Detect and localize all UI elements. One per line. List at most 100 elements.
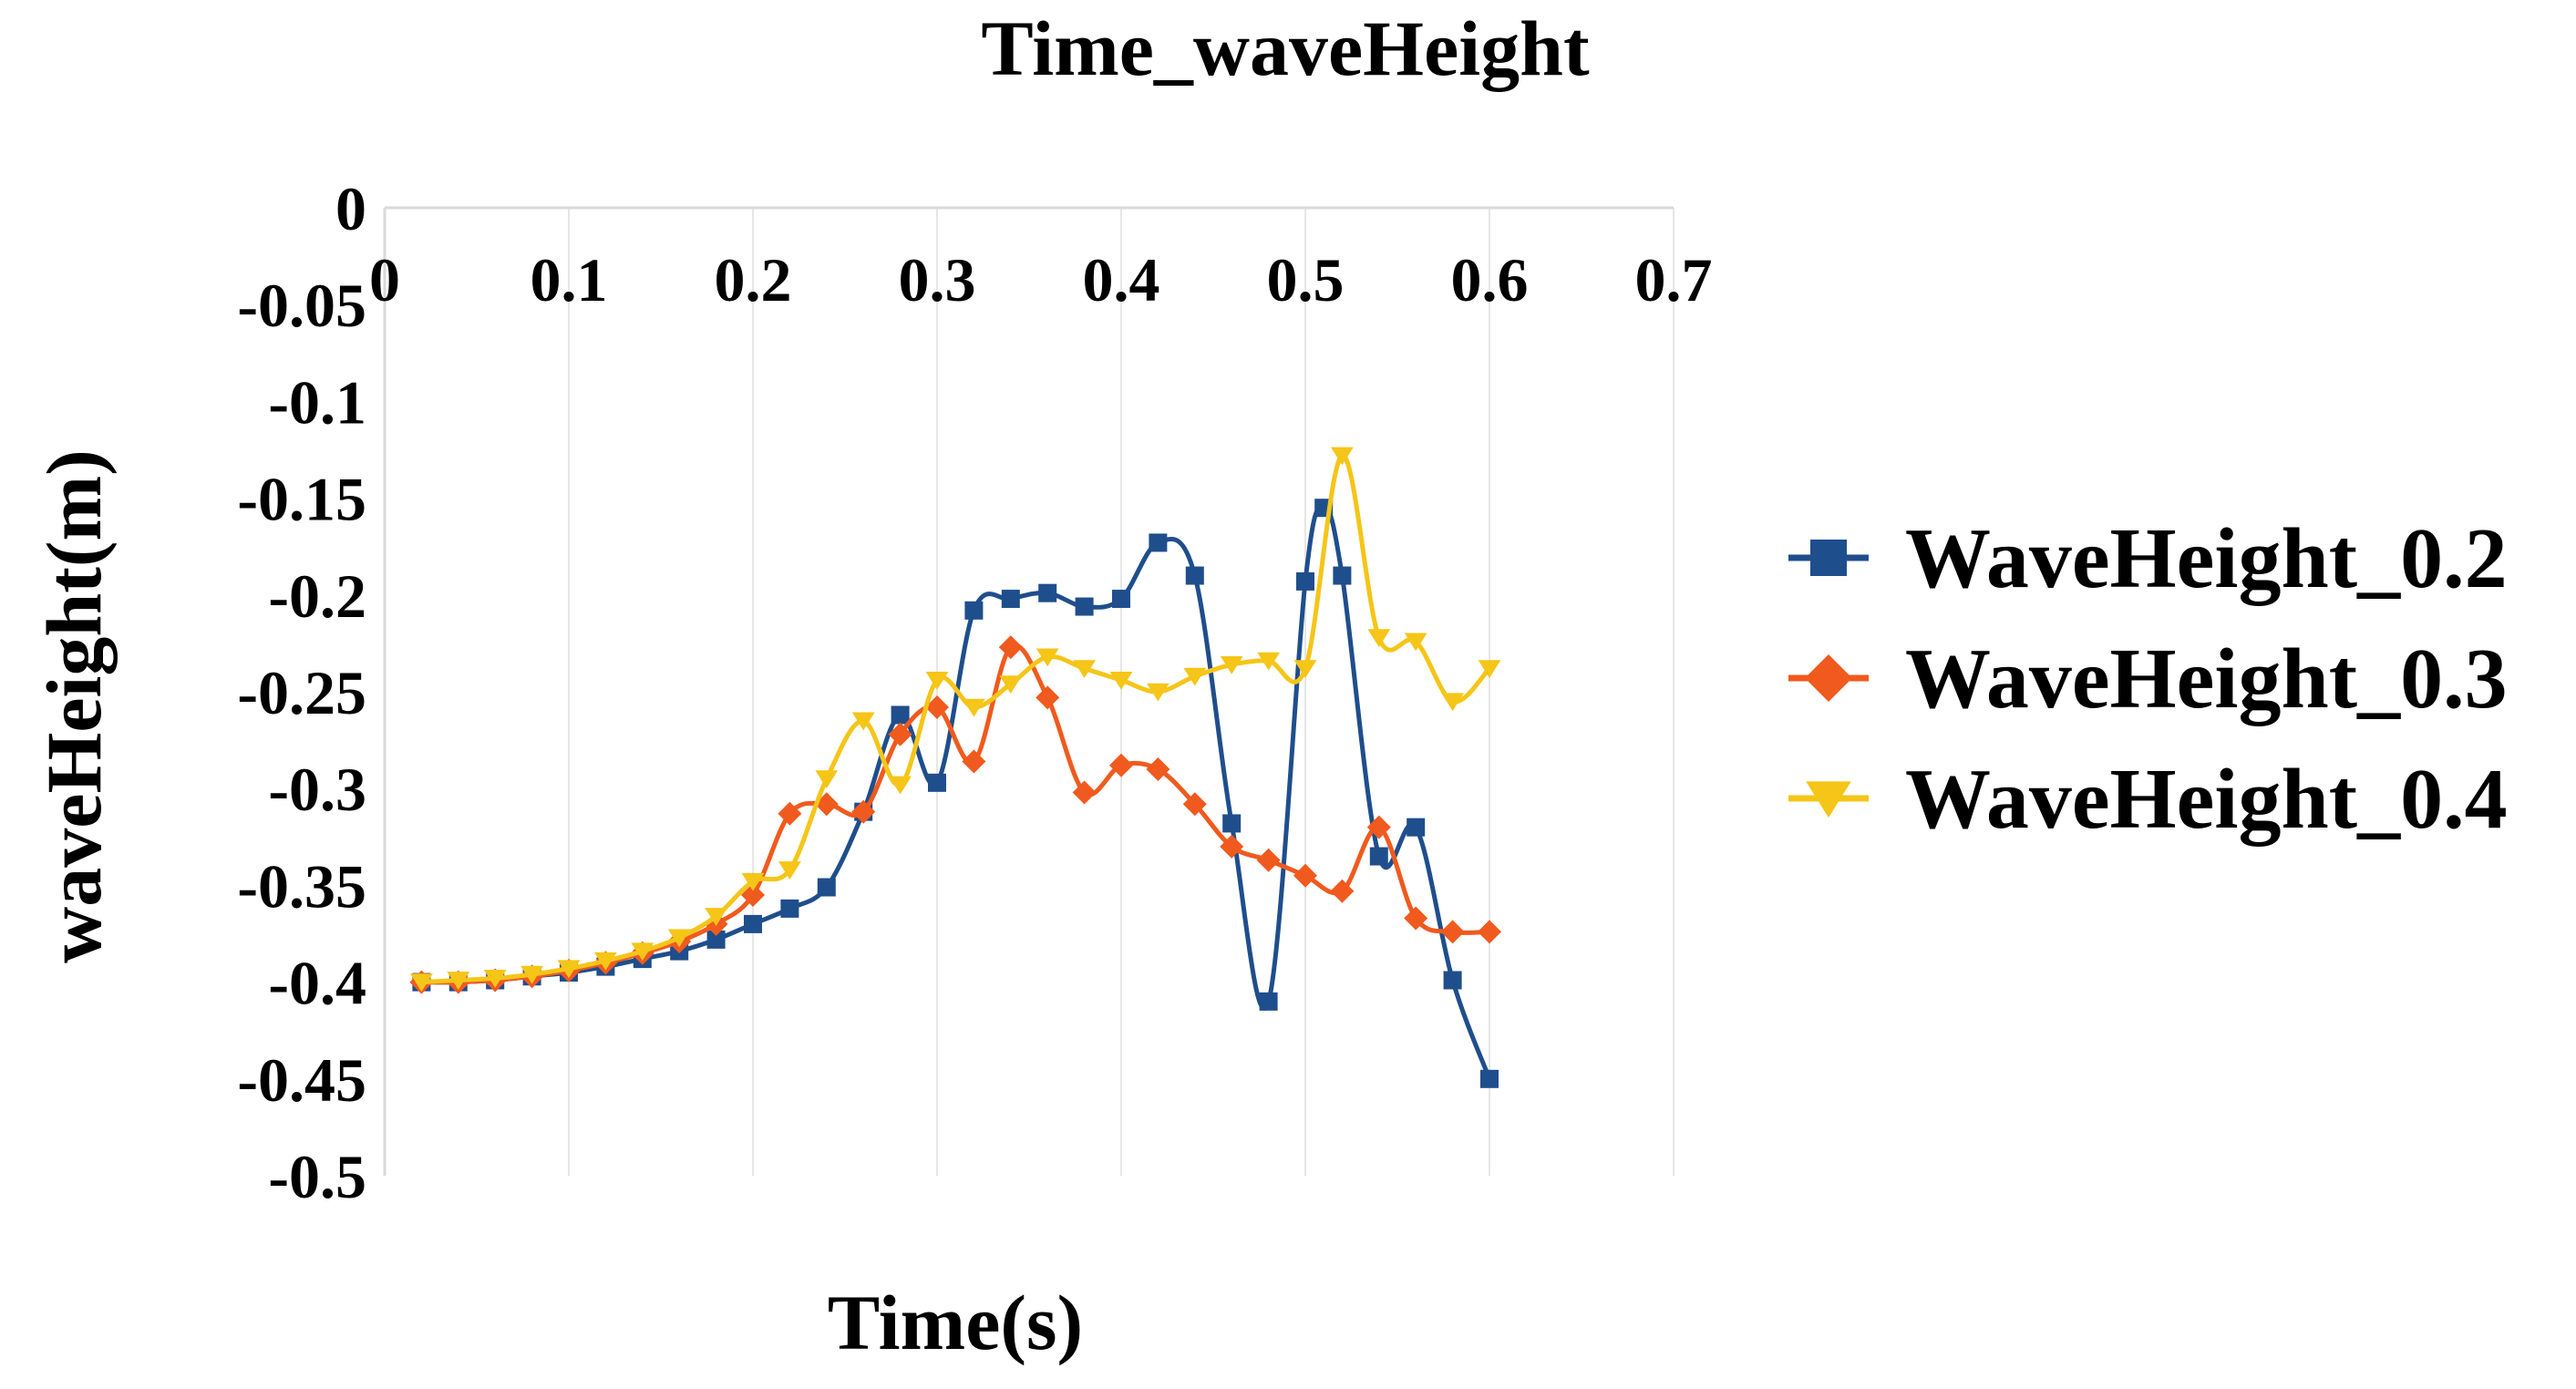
series-3: [410, 447, 1501, 993]
legend: WaveHeight_0.2 WaveHeight_0.3 WaveHeight_0…: [1788, 511, 2508, 847]
data-point: [1369, 847, 1388, 866]
data-point: [744, 914, 762, 933]
y-tick-label: 0: [335, 174, 366, 243]
y-tick-label: -0.3: [268, 755, 366, 824]
data-point: [1333, 566, 1352, 585]
data-point: [706, 930, 726, 949]
legend-item: WaveHeight_0.2: [1788, 511, 2508, 606]
legend-item: WaveHeight_0.4: [1788, 752, 2508, 847]
data-point: [594, 952, 617, 971]
data-point: [817, 878, 836, 897]
chart-title: Time_waveHeight: [981, 5, 1590, 92]
data-point: [778, 801, 802, 826]
data-point: [1367, 629, 1391, 648]
legend-item: WaveHeight_0.3: [1788, 632, 2508, 726]
data-point: [1293, 660, 1317, 679]
series-layer: [409, 447, 1501, 1088]
y-tick-label: -0.1: [268, 367, 366, 437]
legend-marker: [1806, 781, 1851, 818]
data-point: [520, 965, 543, 984]
data-point: [999, 675, 1023, 694]
legend-marker: [1805, 654, 1852, 702]
data-point: [1293, 863, 1317, 888]
x-axis-label: Time(s): [828, 1279, 1083, 1366]
data-point: [815, 770, 839, 789]
y-tick-label: -0.4: [268, 949, 366, 1018]
y-tick-label: -0.15: [237, 465, 366, 534]
data-point: [1185, 566, 1204, 585]
data-point: [631, 942, 654, 962]
data-point: [483, 970, 507, 988]
data-point: [1443, 971, 1462, 990]
data-point: [1183, 667, 1207, 686]
data-point: [851, 712, 875, 731]
x-tick-label: 0.5: [1267, 245, 1345, 314]
data-point: [557, 960, 581, 979]
x-tick-label: 0.7: [1635, 245, 1713, 314]
data-point: [851, 799, 876, 824]
y-tick-label: -0.5: [268, 1142, 366, 1211]
legend-marker: [1810, 540, 1847, 576]
data-point: [998, 635, 1023, 660]
data-point: [1257, 652, 1280, 671]
data-point: [928, 773, 946, 792]
x-tick-labels: 0 0.1 0.2 0.3 0.4 0.5 0.6 0.7: [369, 245, 1713, 314]
data-point: [1222, 814, 1242, 833]
y-tick-label: -0.2: [268, 561, 366, 631]
y-tick-label: -0.45: [237, 1045, 366, 1115]
data-point: [447, 972, 470, 991]
x-tick-label: 0.6: [1451, 245, 1529, 314]
data-point: [891, 705, 910, 725]
x-tick-label: 0: [369, 245, 400, 314]
y-tick-label: -0.05: [237, 271, 366, 340]
data-point: [888, 722, 912, 746]
data-point: [1220, 655, 1243, 674]
data-point: [778, 861, 801, 880]
data-point: [1404, 633, 1427, 652]
data-point: [1001, 590, 1020, 609]
data-point: [1440, 920, 1465, 944]
x-tick-label: 0.4: [1083, 245, 1160, 314]
grid-lines: [568, 208, 1674, 1176]
y-tick-labels: 0 -0.05 -0.1 -0.15 -0.2 -0.25 -0.3 -0.35 -0.4 -0.…: [237, 174, 366, 1211]
x-tick-label: 0.3: [899, 245, 976, 314]
data-point: [1441, 693, 1464, 712]
legend-label: WaveHeight_0.4: [1905, 752, 2508, 847]
legend-label: WaveHeight_0.3: [1905, 632, 2508, 726]
data-point: [1036, 685, 1060, 710]
series-line: [418, 505, 1492, 1082]
data-point: [1330, 879, 1355, 903]
data-point: [962, 749, 986, 774]
data-point: [741, 883, 765, 908]
data-point: [1112, 590, 1130, 609]
y-tick-label: -0.25: [237, 658, 366, 727]
axes: [383, 206, 1674, 1176]
data-point: [667, 929, 691, 948]
data-point: [1109, 753, 1133, 777]
data-point: [1478, 660, 1501, 679]
data-point: [1073, 660, 1096, 679]
data-point: [1331, 447, 1354, 466]
data-point: [1149, 533, 1168, 552]
series-line: [418, 453, 1492, 985]
data-point: [1259, 992, 1278, 1011]
data-point: [963, 698, 985, 717]
data-point: [1366, 815, 1391, 839]
data-point: [705, 908, 727, 926]
data-point: [1480, 1069, 1499, 1088]
data-point: [1256, 848, 1281, 872]
data-point: [1220, 834, 1244, 859]
data-point: [1182, 792, 1207, 817]
data-point: [410, 973, 433, 993]
data-point: [1147, 683, 1170, 702]
data-point: [741, 872, 765, 891]
data-point: [925, 671, 949, 690]
y-tick-label: -0.35: [237, 851, 366, 921]
data-point: [1406, 818, 1426, 837]
data-point: [1296, 571, 1314, 591]
series-1: [412, 499, 1499, 1088]
data-point: [964, 601, 984, 620]
y-axis-label: waveHeight(m): [30, 449, 118, 963]
